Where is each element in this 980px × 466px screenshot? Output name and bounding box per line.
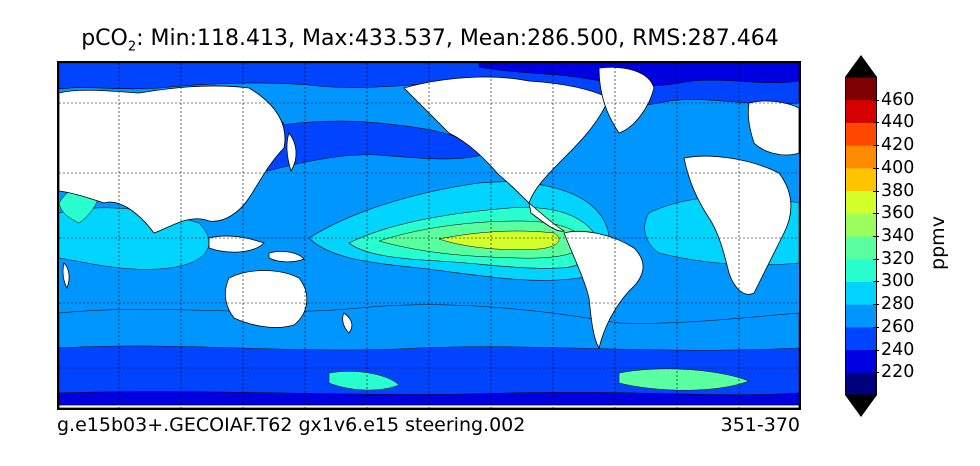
map-panel	[57, 61, 801, 410]
graticule	[59, 63, 799, 408]
land	[59, 66, 799, 408]
land-greenland	[598, 66, 655, 134]
colorbar-tick-label: 280	[872, 294, 915, 315]
colorbar-segment	[845, 349, 877, 373]
caption-run-name: g.e15b03+.GECOIAF.T62 gx1v6.e15 steering…	[57, 414, 526, 436]
colorbar-tick-label: 400	[872, 157, 915, 178]
colorbar-segment	[845, 167, 877, 192]
land-new-zealand	[342, 312, 353, 334]
colorbar-segment	[845, 190, 877, 214]
land-antarctic-edge	[59, 404, 799, 408]
colorbar-tick-label: 220	[872, 362, 915, 383]
colorbar-segment	[845, 236, 877, 260]
colorbar-tick-label: 440	[872, 112, 915, 133]
colorbar-segment	[845, 145, 877, 169]
colorbar-segment	[845, 213, 877, 237]
land-japan	[286, 132, 297, 172]
land-central-america	[528, 201, 565, 232]
colorbar-segment	[845, 281, 877, 305]
colorbar-tick-label: 420	[872, 135, 915, 156]
colorbar-segment	[845, 99, 877, 123]
colorbar-tick-label: 460	[872, 89, 915, 110]
colorbar-tick-label: 300	[872, 271, 915, 292]
map-canvas	[59, 63, 799, 408]
equatorial-plume-340	[438, 230, 560, 250]
land-north-america	[403, 76, 610, 204]
colorbar-tick-label: 320	[872, 248, 915, 269]
colorbar-segment	[845, 326, 877, 351]
title-subscript: 2	[127, 39, 137, 55]
land-europe-west	[747, 100, 799, 156]
map-title: pCO2: Min:118.413, Max:433.537, Mean:286…	[0, 26, 860, 54]
caption-years: 351-370	[720, 414, 800, 436]
southern-ocean-300-patch	[328, 371, 400, 391]
land-eurasia	[59, 85, 286, 234]
land-new-guinea	[268, 251, 305, 263]
colorbar-units-label: ppmv	[927, 216, 949, 270]
colorbar-tick-label: 380	[872, 180, 915, 201]
colorbar-segment	[845, 304, 877, 328]
title-variable: pCO	[81, 26, 128, 51]
colorbar-segment	[845, 372, 877, 396]
southern-ocean-320-patch	[618, 368, 750, 391]
land-africa	[683, 155, 792, 295]
colorbar-tick-label: 260	[872, 316, 915, 337]
land-maritime-se-asia	[208, 235, 265, 253]
land-south-america	[563, 230, 644, 350]
colorbar-over-arrow	[845, 55, 877, 77]
land-madagascar	[62, 262, 70, 289]
land-australia	[224, 270, 308, 328]
title-stats: : Min:118.413, Max:433.537, Mean:286.500…	[136, 26, 779, 51]
colorbar	[845, 55, 877, 417]
colorbar-under-arrow	[845, 395, 877, 417]
colorbar-tick-label: 340	[872, 226, 915, 246]
colorbar-tick-label: 240	[872, 339, 915, 360]
colorbar-segment	[845, 77, 877, 101]
colorbar-tick-label: 360	[872, 203, 915, 224]
colorbar-segment	[845, 258, 877, 282]
colorbar-segment	[845, 122, 877, 146]
